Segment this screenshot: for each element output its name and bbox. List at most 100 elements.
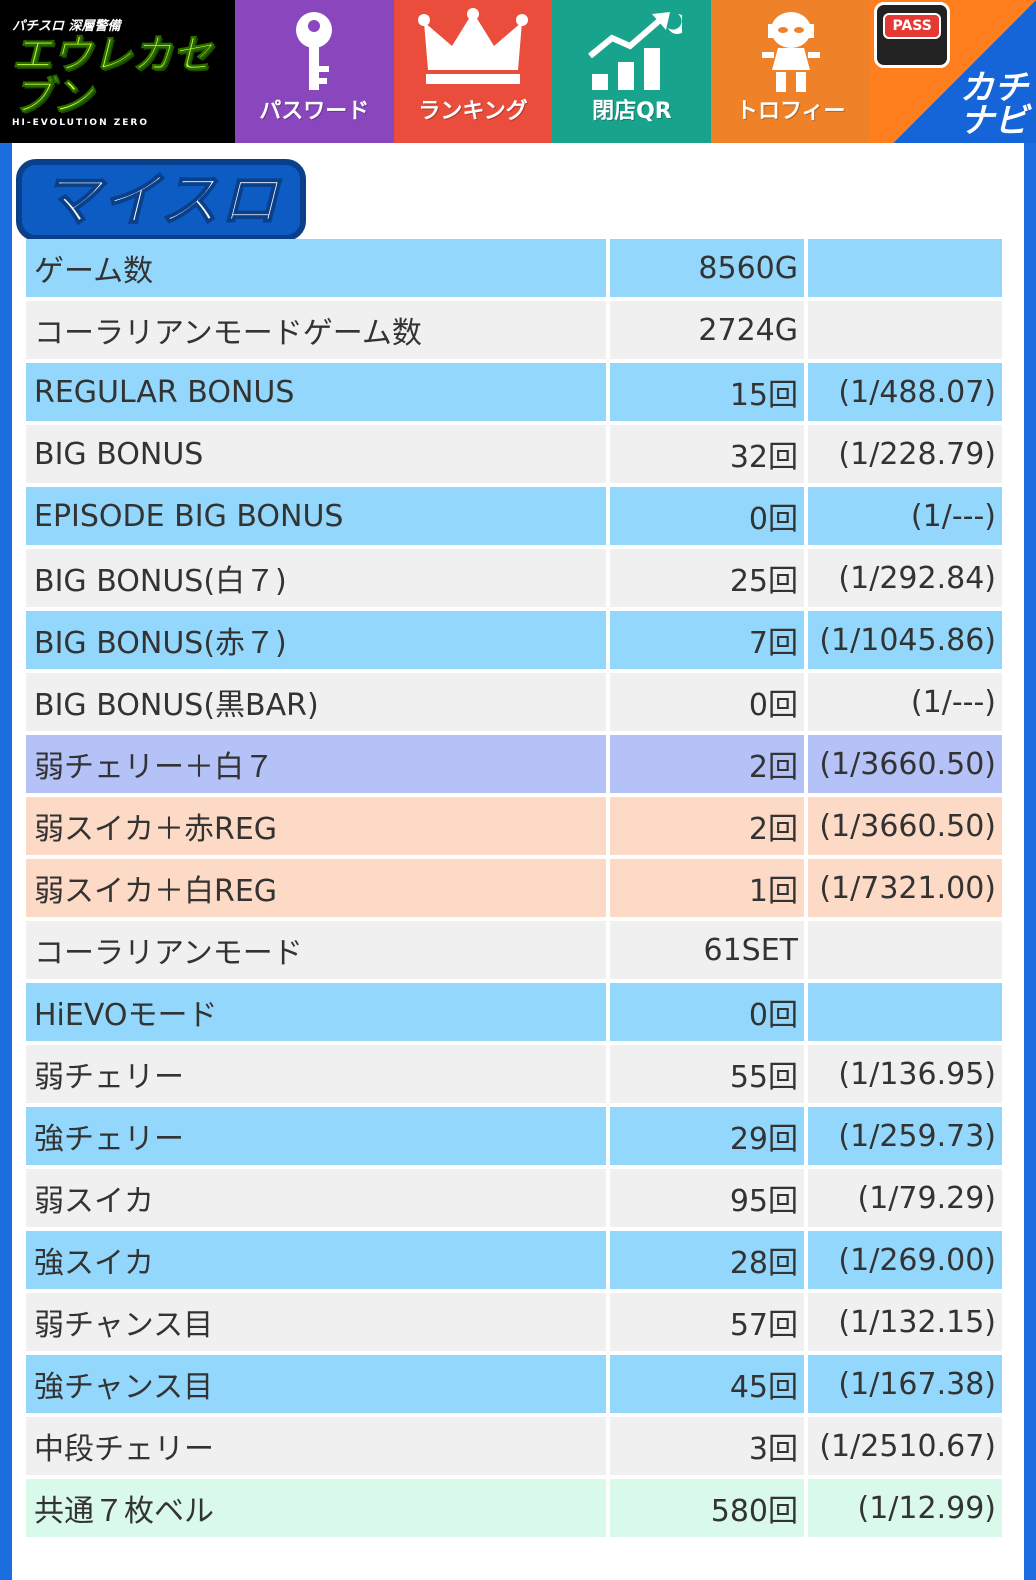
nav-ranking-button[interactable]: ランキング: [393, 0, 553, 143]
stat-label: 強チェリー: [26, 1107, 606, 1165]
stat-rate: (1/259.73): [808, 1107, 1002, 1165]
stat-value: 8560G: [610, 239, 804, 297]
main-content: マイスロ ゲーム数 8560G コーラリアンモードゲーム数 2724G REGULAR …: [12, 143, 1024, 1580]
stat-label: BIG BONUS(黒BAR): [26, 673, 606, 731]
pass-badge-icon: PASS: [874, 2, 951, 68]
stat-rate: [808, 239, 1002, 297]
stat-value: 29回: [610, 1107, 804, 1165]
stat-value: 28回: [610, 1231, 804, 1289]
crown-icon: [418, 8, 529, 84]
stat-rate: (1/228.79): [808, 425, 1002, 483]
stat-value: 25回: [610, 549, 804, 607]
stat-label: ゲーム数: [26, 239, 606, 297]
stat-value: 61SET: [610, 921, 804, 979]
stat-label: REGULAR BONUS: [26, 363, 606, 421]
stat-rate: (1/3660.50): [808, 735, 1002, 793]
nav-trophy-button[interactable]: トロフィー: [711, 0, 871, 143]
game-logo[interactable]: パチスロ 深層警備 エウレカセブン HI-EVOLUTION ZERO: [0, 0, 235, 143]
nav-password-label: パスワード: [259, 99, 370, 124]
stat-row: 共通７枚ベル 580回 (1/12.99): [26, 1479, 1002, 1537]
stat-label: 強チャンス目: [26, 1355, 606, 1413]
stat-row: HiEVOモード 0回: [26, 983, 1002, 1041]
kachinavi-brand: カチ ナビ: [960, 68, 1028, 141]
logo-sub-text: HI-EVOLUTION ZERO: [12, 118, 150, 128]
nav-trophy-label: トロフィー: [735, 99, 846, 124]
stat-rate: (1/3660.50): [808, 797, 1002, 855]
stat-label: コーラリアンモードゲーム数: [26, 301, 606, 359]
stat-value: 0回: [610, 983, 804, 1041]
stat-value: 580回: [610, 1479, 804, 1537]
stat-row: 強チェリー 29回 (1/259.73): [26, 1107, 1002, 1165]
stat-rate: [808, 983, 1002, 1041]
stat-row: REGULAR BONUS 15回 (1/488.07): [26, 363, 1002, 421]
chart-up-icon: [587, 12, 682, 90]
page-title-wrap: マイスロ: [16, 159, 307, 245]
stat-value: 32回: [610, 425, 804, 483]
top-nav: パチスロ 深層警備 エウレカセブン HI-EVOLUTION ZERO パスワー…: [0, 0, 1036, 143]
kachinavi-brand-line1: カチ: [960, 68, 1028, 109]
nav-closing-qr-button[interactable]: 閉店QR: [552, 0, 712, 143]
stat-value: 0回: [610, 487, 804, 545]
key-icon: [296, 12, 333, 90]
stat-row: EPISODE BIG BONUS 0回 (1/---): [26, 487, 1002, 545]
stat-label: 強スイカ: [26, 1231, 606, 1289]
stat-row: BIG BONUS(白７) 25回 (1/292.84): [26, 549, 1002, 607]
stat-value: 57回: [610, 1293, 804, 1351]
logo-main-text: エウレカセブン: [12, 32, 213, 120]
stat-label: BIG BONUS(白７): [26, 549, 606, 607]
nav-password-button[interactable]: パスワード: [234, 0, 394, 143]
stat-row: BIG BONUS(赤７) 7回 (1/1045.86): [26, 611, 1002, 669]
kachinavi-pass-button[interactable]: PASS カチ ナビ: [870, 0, 1036, 143]
stat-row: 弱チェリー 55回 (1/136.95): [26, 1045, 1002, 1103]
stat-label: 弱スイカ: [26, 1169, 606, 1227]
stat-value: 55回: [610, 1045, 804, 1103]
stat-row: 強スイカ 28回 (1/269.00): [26, 1231, 1002, 1289]
stat-rate: [808, 921, 1002, 979]
stat-value: 45回: [610, 1355, 804, 1413]
stat-rate: [808, 301, 1002, 359]
stat-rate: (1/79.29): [808, 1169, 1002, 1227]
stat-rate: (1/292.84): [808, 549, 1002, 607]
stat-label: BIG BONUS: [26, 425, 606, 483]
stat-label: BIG BONUS(赤７): [26, 611, 606, 669]
stat-row: 弱チャンス目 57回 (1/132.15): [26, 1293, 1002, 1351]
stat-value: 2724G: [610, 301, 804, 359]
stat-label: HiEVOモード: [26, 983, 606, 1041]
stat-rate: (1/136.95): [808, 1045, 1002, 1103]
stat-row: BIG BONUS(黒BAR) 0回 (1/---): [26, 673, 1002, 731]
stat-label: 共通７枚ベル: [26, 1479, 606, 1537]
stat-row: コーラリアンモードゲーム数 2724G: [26, 301, 1002, 359]
stat-label: 弱チェリー: [26, 1045, 606, 1103]
stat-value: 7回: [610, 611, 804, 669]
stat-row: 弱スイカ 95回 (1/79.29): [26, 1169, 1002, 1227]
stat-rate: (1/7321.00): [808, 859, 1002, 917]
trophy-figure-icon: [761, 12, 820, 92]
stat-row: 中段チェリー 3回 (1/2510.67): [26, 1417, 1002, 1475]
stat-row: コーラリアンモード 61SET: [26, 921, 1002, 979]
stats-table: ゲーム数 8560G コーラリアンモードゲーム数 2724G REGULAR BONUS…: [26, 239, 1002, 1541]
stat-label: 弱スイカ＋白REG: [26, 859, 606, 917]
kachinavi-brand-line2: ナビ: [960, 100, 1028, 141]
stat-value: 3回: [610, 1417, 804, 1475]
stat-row: 強チャンス目 45回 (1/167.38): [26, 1355, 1002, 1413]
stat-row: BIG BONUS 32回 (1/228.79): [26, 425, 1002, 483]
stat-row: 弱チェリー＋白７ 2回 (1/3660.50): [26, 735, 1002, 793]
stat-row: 弱スイカ＋赤REG 2回 (1/3660.50): [26, 797, 1002, 855]
page-title: マイスロ: [16, 159, 307, 241]
stat-rate: (1/167.38): [808, 1355, 1002, 1413]
stat-label: 中段チェリー: [26, 1417, 606, 1475]
stat-rate: (1/2510.67): [808, 1417, 1002, 1475]
nav-ranking-label: ランキング: [418, 99, 528, 124]
stat-value: 2回: [610, 735, 804, 793]
pass-badge-label: PASS: [883, 13, 942, 39]
stat-value: 15回: [610, 363, 804, 421]
stat-label: コーラリアンモード: [26, 921, 606, 979]
stat-label: EPISODE BIG BONUS: [26, 487, 606, 545]
stat-label: 弱チェリー＋白７: [26, 735, 606, 793]
stat-row: 弱スイカ＋白REG 1回 (1/7321.00): [26, 859, 1002, 917]
stat-rate: (1/---): [808, 673, 1002, 731]
stat-value: 95回: [610, 1169, 804, 1227]
stat-label: 弱スイカ＋赤REG: [26, 797, 606, 855]
stat-label: 弱チャンス目: [26, 1293, 606, 1351]
stat-value: 2回: [610, 797, 804, 855]
